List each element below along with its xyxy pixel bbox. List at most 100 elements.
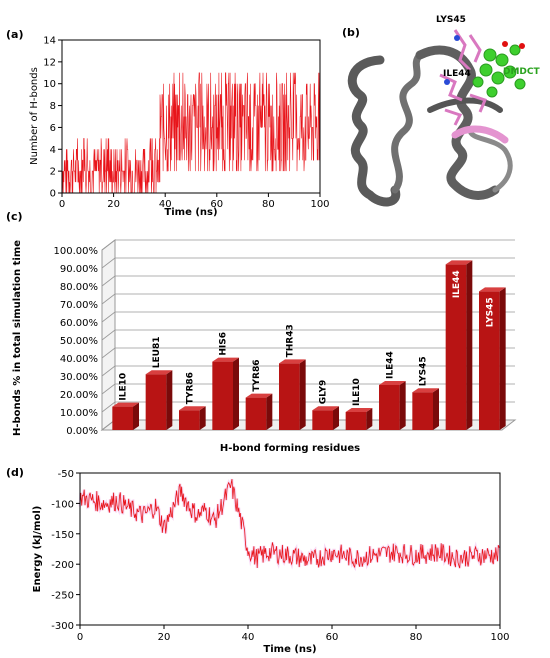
bar-series <box>112 260 506 430</box>
bar-y-label: H-bonds % in total simulation time <box>12 240 23 436</box>
gridline-diag <box>101 293 116 305</box>
bar-side <box>233 357 239 430</box>
x-tick-label: 80 <box>410 632 423 643</box>
hbond-axis-ticks: 0 2 4 6 8 10 12 14 0 20 40 60 80 100 <box>43 36 329 211</box>
gridline-diag <box>101 401 116 413</box>
bar-front <box>179 410 200 430</box>
gridline-diag <box>101 347 116 359</box>
hbond-line <box>61 72 321 194</box>
bar-front <box>245 397 267 430</box>
category-label: HIS6 <box>219 332 229 356</box>
y-tick-label: 90.00% <box>60 264 98 275</box>
bar-top <box>479 287 506 292</box>
energy-y-label: Energy (kJ/mol) <box>32 506 43 593</box>
hbond-series <box>61 72 321 194</box>
bar-front <box>445 264 467 430</box>
residue-sticks <box>439 29 488 126</box>
bar-front <box>112 406 133 430</box>
bar-top <box>245 393 273 398</box>
bar-side <box>199 406 206 430</box>
oxygen-atom <box>502 41 508 47</box>
category-label: ILE10 <box>119 373 129 401</box>
y-tick-label: 2 <box>50 167 56 178</box>
category-label: ILE44 <box>385 351 395 379</box>
gridline-diag <box>101 383 116 395</box>
gridline-diag <box>101 257 116 269</box>
category-label: ILE44 <box>452 270 462 298</box>
bar <box>245 393 273 430</box>
bar-top <box>179 406 206 411</box>
bar-x-label: H-bond forming residues <box>220 443 360 454</box>
bar-top <box>279 359 306 364</box>
bar-top <box>412 388 439 393</box>
nitrogen-atom <box>444 79 450 85</box>
y-tick-label: -200 <box>51 560 74 571</box>
x-tick-label: 40 <box>242 632 255 643</box>
energy-line <box>79 479 500 569</box>
y-tick-label: 4 <box>50 145 56 156</box>
category-label: THR43 <box>285 324 295 357</box>
y-tick-label: 40.00% <box>60 354 98 365</box>
category-label: TYR86 <box>252 359 262 391</box>
panel-label-b: (b) <box>342 26 360 39</box>
y-tick-label: 14 <box>43 36 56 47</box>
bar <box>412 388 439 430</box>
hbond-plot-frame <box>61 39 321 194</box>
category-label: ILE10 <box>352 378 362 406</box>
pink-segment <box>451 125 509 144</box>
bar-side <box>166 370 173 430</box>
category-label: LEU81 <box>152 336 162 368</box>
y-tick-label: 50.00% <box>60 336 98 347</box>
y-tick-label: 20.00% <box>60 390 98 401</box>
y-tick-label: 70.00% <box>60 300 98 311</box>
y-tick-label: 12 <box>43 57 56 68</box>
bar <box>345 408 373 430</box>
bar-side <box>433 388 439 430</box>
energy-series <box>78 478 501 572</box>
gridline-diag <box>101 275 116 287</box>
energy-x-label: Time (ns) <box>263 644 316 655</box>
y-tick-label: -250 <box>51 591 74 602</box>
bar-top <box>145 370 173 375</box>
y-tick-label: 0 <box>50 189 56 200</box>
x-tick-label: 60 <box>326 632 339 643</box>
ligand-dmdct <box>472 44 526 98</box>
residue-label-ile44: ILE44 <box>443 69 471 79</box>
bar <box>479 287 506 430</box>
energy-plot-frame <box>79 472 501 626</box>
x-tick-label: 100 <box>310 199 329 210</box>
gridline-diag <box>101 239 116 251</box>
bar <box>445 260 473 430</box>
hbond-y-label: Number of H-bonds <box>29 67 40 165</box>
y-tick-label: -150 <box>51 530 74 541</box>
y-tick-label: 0.00% <box>66 426 98 437</box>
y-tick-label: 80.00% <box>60 282 98 293</box>
bar-front <box>145 374 167 430</box>
gridline-diag <box>101 311 116 323</box>
bar-side <box>266 393 273 430</box>
bar-category-labels: ILE10 LEU81 TYR86 HIS6 TYR86 THR43 GLY9 ILE10 IL… <box>119 270 496 406</box>
x-tick-label: 0 <box>77 632 83 643</box>
bar-top <box>212 357 239 362</box>
y-tick-label: 30.00% <box>60 372 98 383</box>
y-tick-label: -100 <box>51 499 74 510</box>
protein-coil <box>467 127 513 193</box>
category-label: LYS45 <box>419 356 429 386</box>
panel-label-c: (c) <box>6 210 23 223</box>
protein-helix-middle <box>391 51 424 194</box>
hbond-percentage-chart: 0.00% 10.00% 20.00% 30.00% 40.00% 50.00% 60.00… <box>12 238 517 454</box>
bar-top <box>312 406 339 411</box>
bar-front <box>412 392 433 430</box>
bar <box>212 357 239 430</box>
bar-front <box>379 385 400 430</box>
bar-side <box>133 402 139 430</box>
y-tick-label: 100.00% <box>54 246 99 257</box>
gridline-diag <box>101 329 116 341</box>
bar-side <box>499 287 506 430</box>
bar-front <box>345 412 367 430</box>
bar-front <box>212 361 233 430</box>
bar <box>179 406 206 430</box>
bar-top <box>112 402 139 407</box>
